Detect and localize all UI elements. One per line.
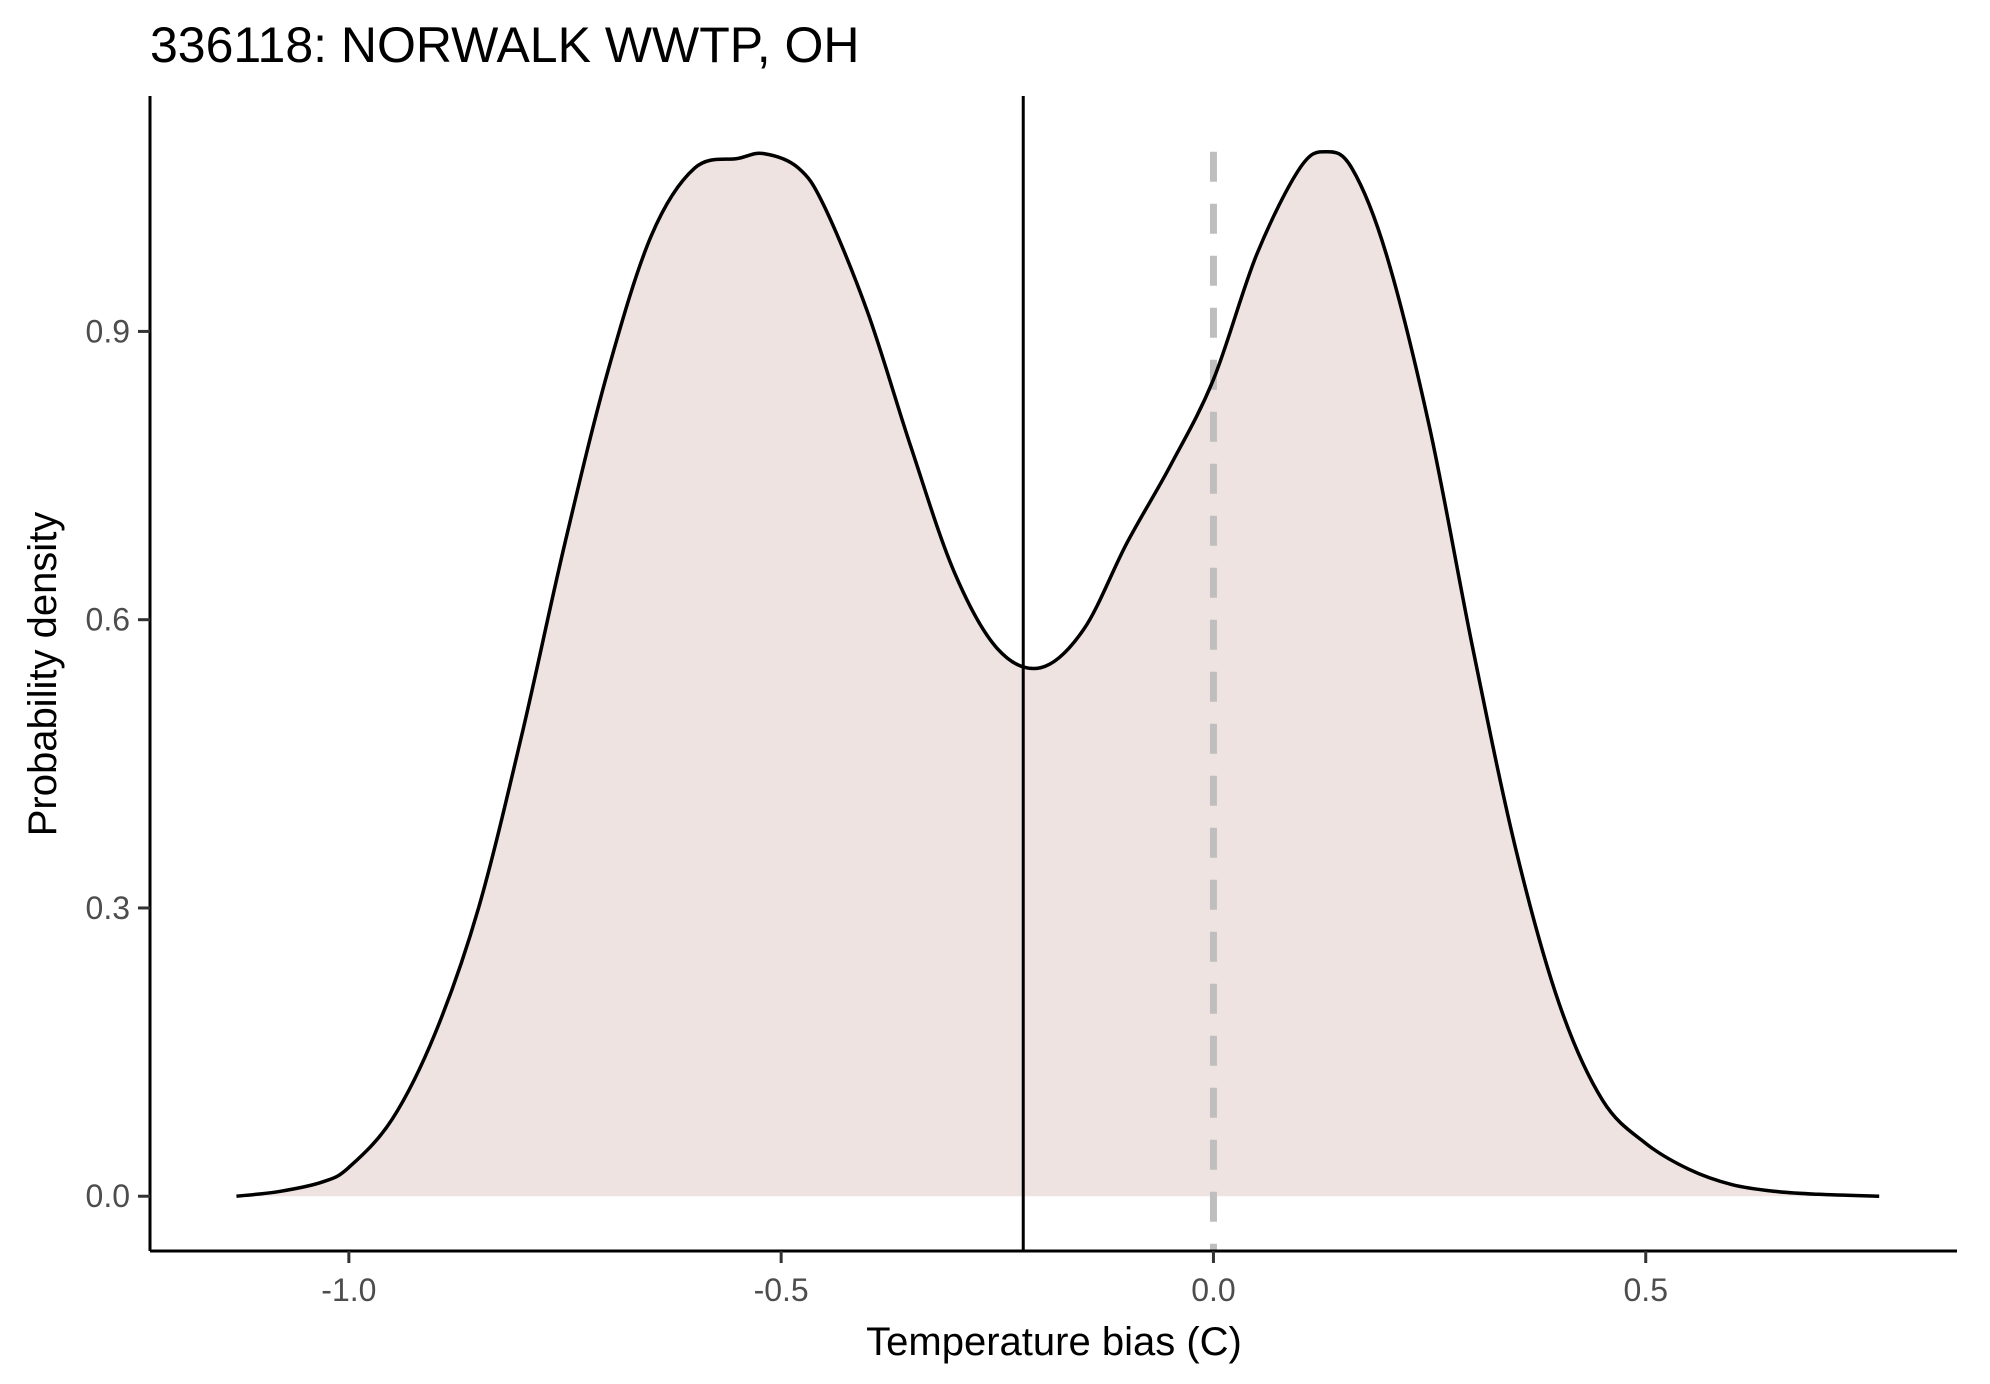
- x-axis-ticks: -1.0 -0.5 0.0 0.5: [321, 1251, 1668, 1308]
- y-tick-label: 0.6: [86, 602, 130, 638]
- plot-area: [236, 96, 1880, 1251]
- x-tick-label: 0.5: [1624, 1272, 1668, 1308]
- y-tick-label: 0.9: [86, 313, 130, 349]
- y-tick-label: 0.0: [86, 1178, 130, 1214]
- y-tick-label: 0.3: [86, 890, 130, 926]
- density-area: [236, 151, 1880, 1197]
- chart-title: 336118: NORWALK WWTP, OH: [150, 17, 859, 73]
- x-axis-title: Temperature bias (C): [866, 1320, 1242, 1364]
- density-curve: [236, 149, 1880, 1198]
- y-axis-title: Probability density: [21, 512, 65, 837]
- x-tick-label: -1.0: [321, 1272, 376, 1308]
- y-axis-ticks: 0.0 0.3 0.6 0.9: [86, 313, 150, 1214]
- x-tick-label: -0.5: [754, 1272, 809, 1308]
- x-tick-label: 0.0: [1191, 1272, 1235, 1308]
